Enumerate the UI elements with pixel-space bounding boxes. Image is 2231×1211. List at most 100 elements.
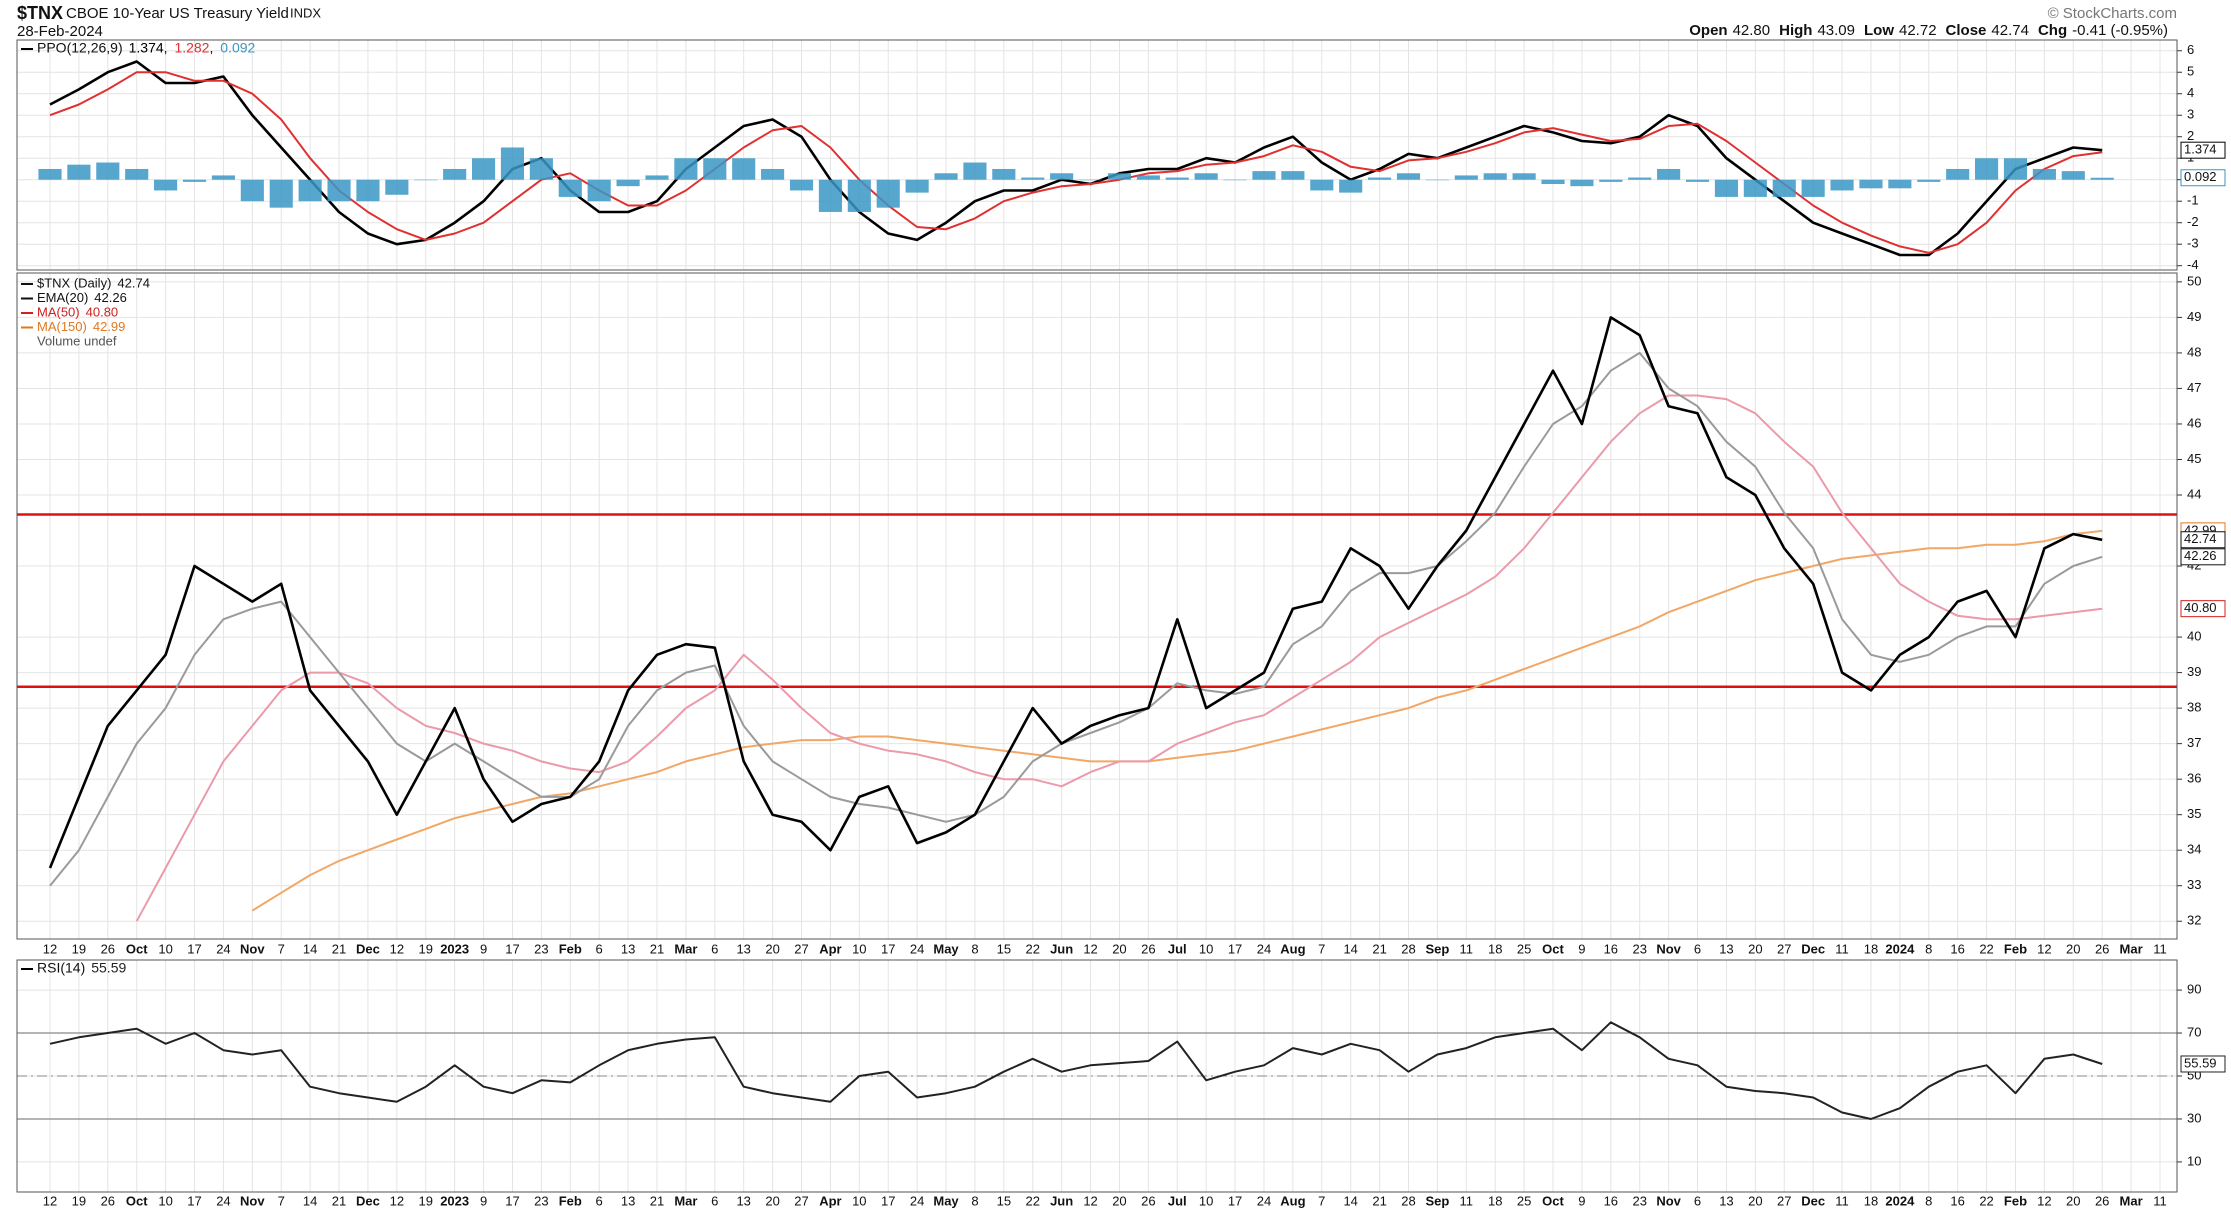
x-tick-label: 17 [1228,1193,1242,1208]
x-tick-label: 19 [419,1193,433,1208]
histogram-bar [125,168,149,180]
histogram-bar [298,179,322,202]
x-tick-label: 9 [480,941,487,956]
histogram-bar [876,179,900,208]
panel: -4-3-2-101234561.3740.092PPO(12,26,9)1.3… [16,39,2226,272]
x-tick-label: 17 [187,1193,201,1208]
histogram-bar [443,168,467,180]
x-tick-label: 10 [1199,1193,1213,1208]
x-tick-label: 13 [736,941,750,956]
date: 28-Feb-2024 [17,23,103,40]
x-tick-label: 10 [158,941,172,956]
x-tick-label: 21 [650,1193,664,1208]
histogram-bar [1946,168,1970,180]
y-tick-label: 45 [2187,451,2201,466]
x-tick-label: 11 [2153,941,2167,956]
histogram-bar [1714,179,1738,197]
x-tick-label: Dec [356,941,380,956]
x-tick-label: 26 [1141,1193,1155,1208]
histogram-bar [1107,173,1132,180]
legend-name: MA(50) [37,304,80,319]
histogram-bar [2032,168,2056,180]
x-tick-label: 27 [1777,1193,1791,1208]
legend-separator: , [209,40,217,56]
histogram-bar [1772,179,1796,197]
x-tick-label: 25 [1517,1193,1531,1208]
x-tick-label: Mar [674,941,697,956]
x-tick-label: 17 [505,941,519,956]
x-tick-label: 20 [1748,1193,1762,1208]
x-tick-label: 18 [1864,941,1878,956]
histogram-bar [385,179,409,195]
histogram-bar [1801,179,1825,197]
x-tick-label: 12 [390,1193,404,1208]
y-tick-label: -3 [2187,236,2199,251]
y-tick-label: 30 [2187,1110,2201,1125]
y-tick-label: 35 [2187,806,2201,821]
histogram-bar [1599,179,1623,182]
histogram-bar [1541,179,1565,185]
x-tick-label: 10 [1199,941,1213,956]
histogram-bar [2090,177,2114,180]
value-box [2180,548,2226,566]
x-tick-label: 19 [419,941,433,956]
x-tick-label: Jul [1168,941,1187,956]
x-tick-label: Feb [2004,1193,2027,1208]
histogram-bar [529,158,553,180]
x-tick-label: 16 [1604,941,1618,956]
y-tick-label: -1 [2187,193,2199,208]
panel: 323334353637383940424445464748495042.994… [16,272,2226,940]
histogram-bar [1512,173,1536,180]
series-line [48,316,2103,869]
histogram-bar [1483,173,1507,180]
x-tick-label: 28 [1401,941,1415,956]
y-tick-label: 34 [2187,842,2201,857]
x-tick-label: 17 [881,941,895,956]
legend-value: 42.26 [94,290,127,305]
x-tick-label: Aug [1280,941,1305,956]
histogram-bar [1425,179,1449,181]
histogram-bar [934,173,958,180]
value-box [2180,141,2226,159]
x-tick-label: 7 [1318,1193,1325,1208]
x-tick-label: 8 [971,941,978,956]
x-tick-label: 16 [1950,941,1964,956]
x-tick-label: 6 [711,1193,718,1208]
x-tick-label: Sep [1425,941,1449,956]
legend-value: 42.74 [117,275,150,290]
x-tick-label: 23 [534,941,548,956]
x-tick-label: 18 [1488,1193,1502,1208]
y-tick-label: 49 [2187,309,2201,324]
histogram-bar [1830,179,1854,191]
x-tick-label: 9 [480,1193,487,1208]
histogram-bar [703,158,727,180]
x-tick-label: 13 [621,1193,635,1208]
x-tick-label: Mar [2120,941,2143,956]
x-tick-label: 6 [1694,941,1701,956]
x-tick-label: 20 [765,1193,779,1208]
x-tick-label: Jun [1050,941,1073,956]
histogram-bar [38,168,62,180]
x-tick-label: Feb [2004,941,2027,956]
y-tick-label: 70 [2187,1024,2201,1039]
x-tick-label: Nov [1656,941,1681,956]
legend-value: 40.80 [86,304,119,319]
x-tick-label: 20 [2066,1193,2080,1208]
y-tick-label: 50 [2187,273,2201,288]
x-tick-label: 26 [2095,941,2109,956]
x-tick-label: 2024 [1885,941,1915,956]
series-line [49,1021,2103,1120]
x-tick-label: 21 [332,941,346,956]
x-tick-label: 14 [303,1193,317,1208]
legend-name: EMA(20) [37,290,88,305]
x-tick-label: Nov [240,1193,265,1208]
x-tick-label: May [933,941,959,956]
x-tick-label: 22 [1026,1193,1040,1208]
y-tick-label: 3 [2187,107,2194,122]
x-tick-label: 20 [1112,941,1126,956]
volume-label: Volume undef [37,333,117,348]
x-tick-label: 20 [765,941,779,956]
x-tick-label: 13 [1719,941,1733,956]
y-tick-label: 44 [2187,486,2201,501]
